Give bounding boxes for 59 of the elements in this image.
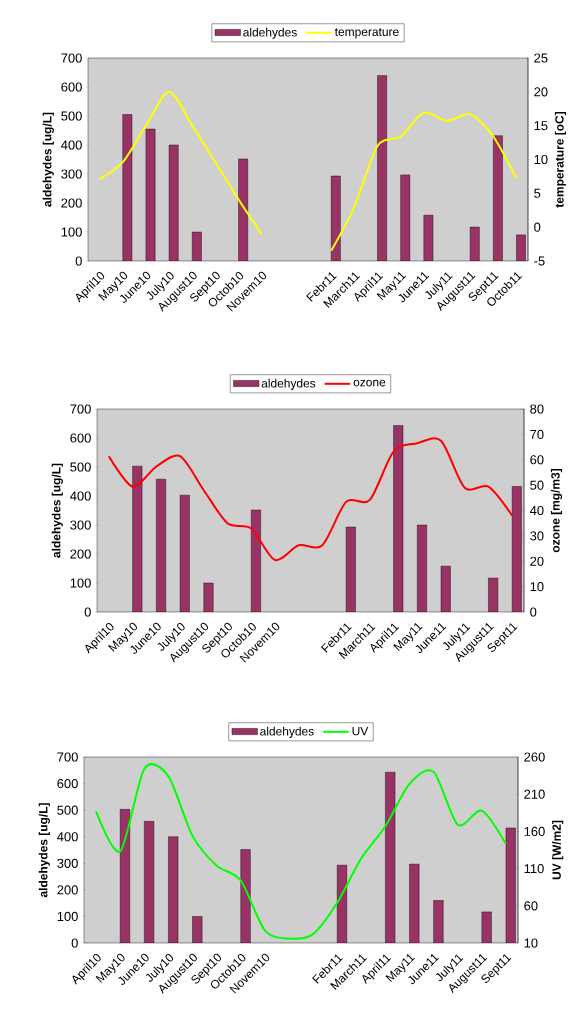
y2-tick-label: 80 (530, 404, 544, 414)
y2-tick-label: 10 (530, 582, 544, 592)
legend-label: aldehydes (261, 378, 316, 390)
y2-tick-label: -5 (534, 256, 545, 266)
y-tick-label: 700 (70, 404, 91, 414)
y-tick-label: 600 (57, 779, 78, 789)
legend-label: temperature (334, 28, 399, 39)
y2-axis-title: UV [W/m2] (552, 820, 564, 880)
y2-tick-label: 25 (534, 53, 548, 63)
y2-tick-label: 40 (529, 505, 544, 516)
y2-tick-label: 0 (534, 222, 541, 232)
y2-tick-label: 210 (524, 789, 545, 799)
y2-tick-label: 10 (524, 938, 538, 948)
legend-label: UV (352, 726, 369, 736)
y-tick-label: 500 (57, 805, 78, 815)
y-tick-label: 200 (70, 549, 91, 559)
y-tick-label: 700 (61, 53, 82, 63)
y2-tick-label: 10 (534, 154, 548, 165)
y2-axis-title: ozone [mg/m3] (550, 469, 563, 553)
y-tick-label: 200 (57, 885, 78, 895)
y-tick-label: 100 (70, 578, 91, 588)
y2-tick-label: 60 (530, 455, 544, 465)
y2-tick-label: 20 (530, 556, 544, 566)
y-tick-label: 300 (70, 520, 91, 530)
legend-label: aldehydes (260, 726, 314, 738)
y-axis-title: aldehydes [ug/L] (42, 112, 54, 207)
y-tick-label: 300 (61, 169, 82, 179)
y-tick-label: 0 (84, 607, 91, 617)
legend-label: ozone (353, 379, 386, 387)
y-tick-label: 100 (61, 227, 82, 237)
legend-label: aldehydes (243, 27, 297, 39)
bar (433, 900, 444, 944)
y-tick-label: 500 (61, 111, 82, 121)
y-tick-label: 300 (57, 858, 78, 868)
y2-tick-label: 110 (524, 864, 544, 874)
y2-tick-label: 260 (524, 752, 545, 762)
y2-tick-label: 5 (534, 188, 541, 198)
y2-tick-label: 70 (530, 429, 544, 439)
y2-tick-label: 20 (534, 87, 548, 97)
y2-tick-label: 0 (530, 607, 537, 617)
y-tick-label: 0 (75, 256, 82, 266)
y-tick-label: 600 (61, 82, 82, 92)
y-tick-label: 400 (70, 491, 91, 501)
y-tick-label: 600 (70, 433, 91, 443)
y-tick-label: 0 (71, 938, 78, 948)
y2-tick-label: 30 (530, 531, 544, 541)
y-tick-label: 500 (70, 462, 91, 472)
y-tick-label: 400 (57, 832, 78, 842)
y-tick-label: 100 (57, 911, 78, 922)
y-axis-title: aldehydes [ug/L] (38, 803, 50, 898)
y-axis-title: aldehydes [ug/L] (51, 463, 63, 558)
y-tick-label: 200 (61, 198, 82, 208)
y2-tick-label: 15 (534, 121, 548, 131)
y-tick-label: 700 (57, 752, 78, 762)
y2-tick-label: 60 (524, 901, 538, 911)
y2-tick-label: 50 (530, 480, 544, 490)
y2-axis-title: temperature [oC] (554, 112, 567, 208)
y-tick-label: 400 (61, 140, 82, 150)
y2-tick-label: 160 (524, 826, 545, 836)
